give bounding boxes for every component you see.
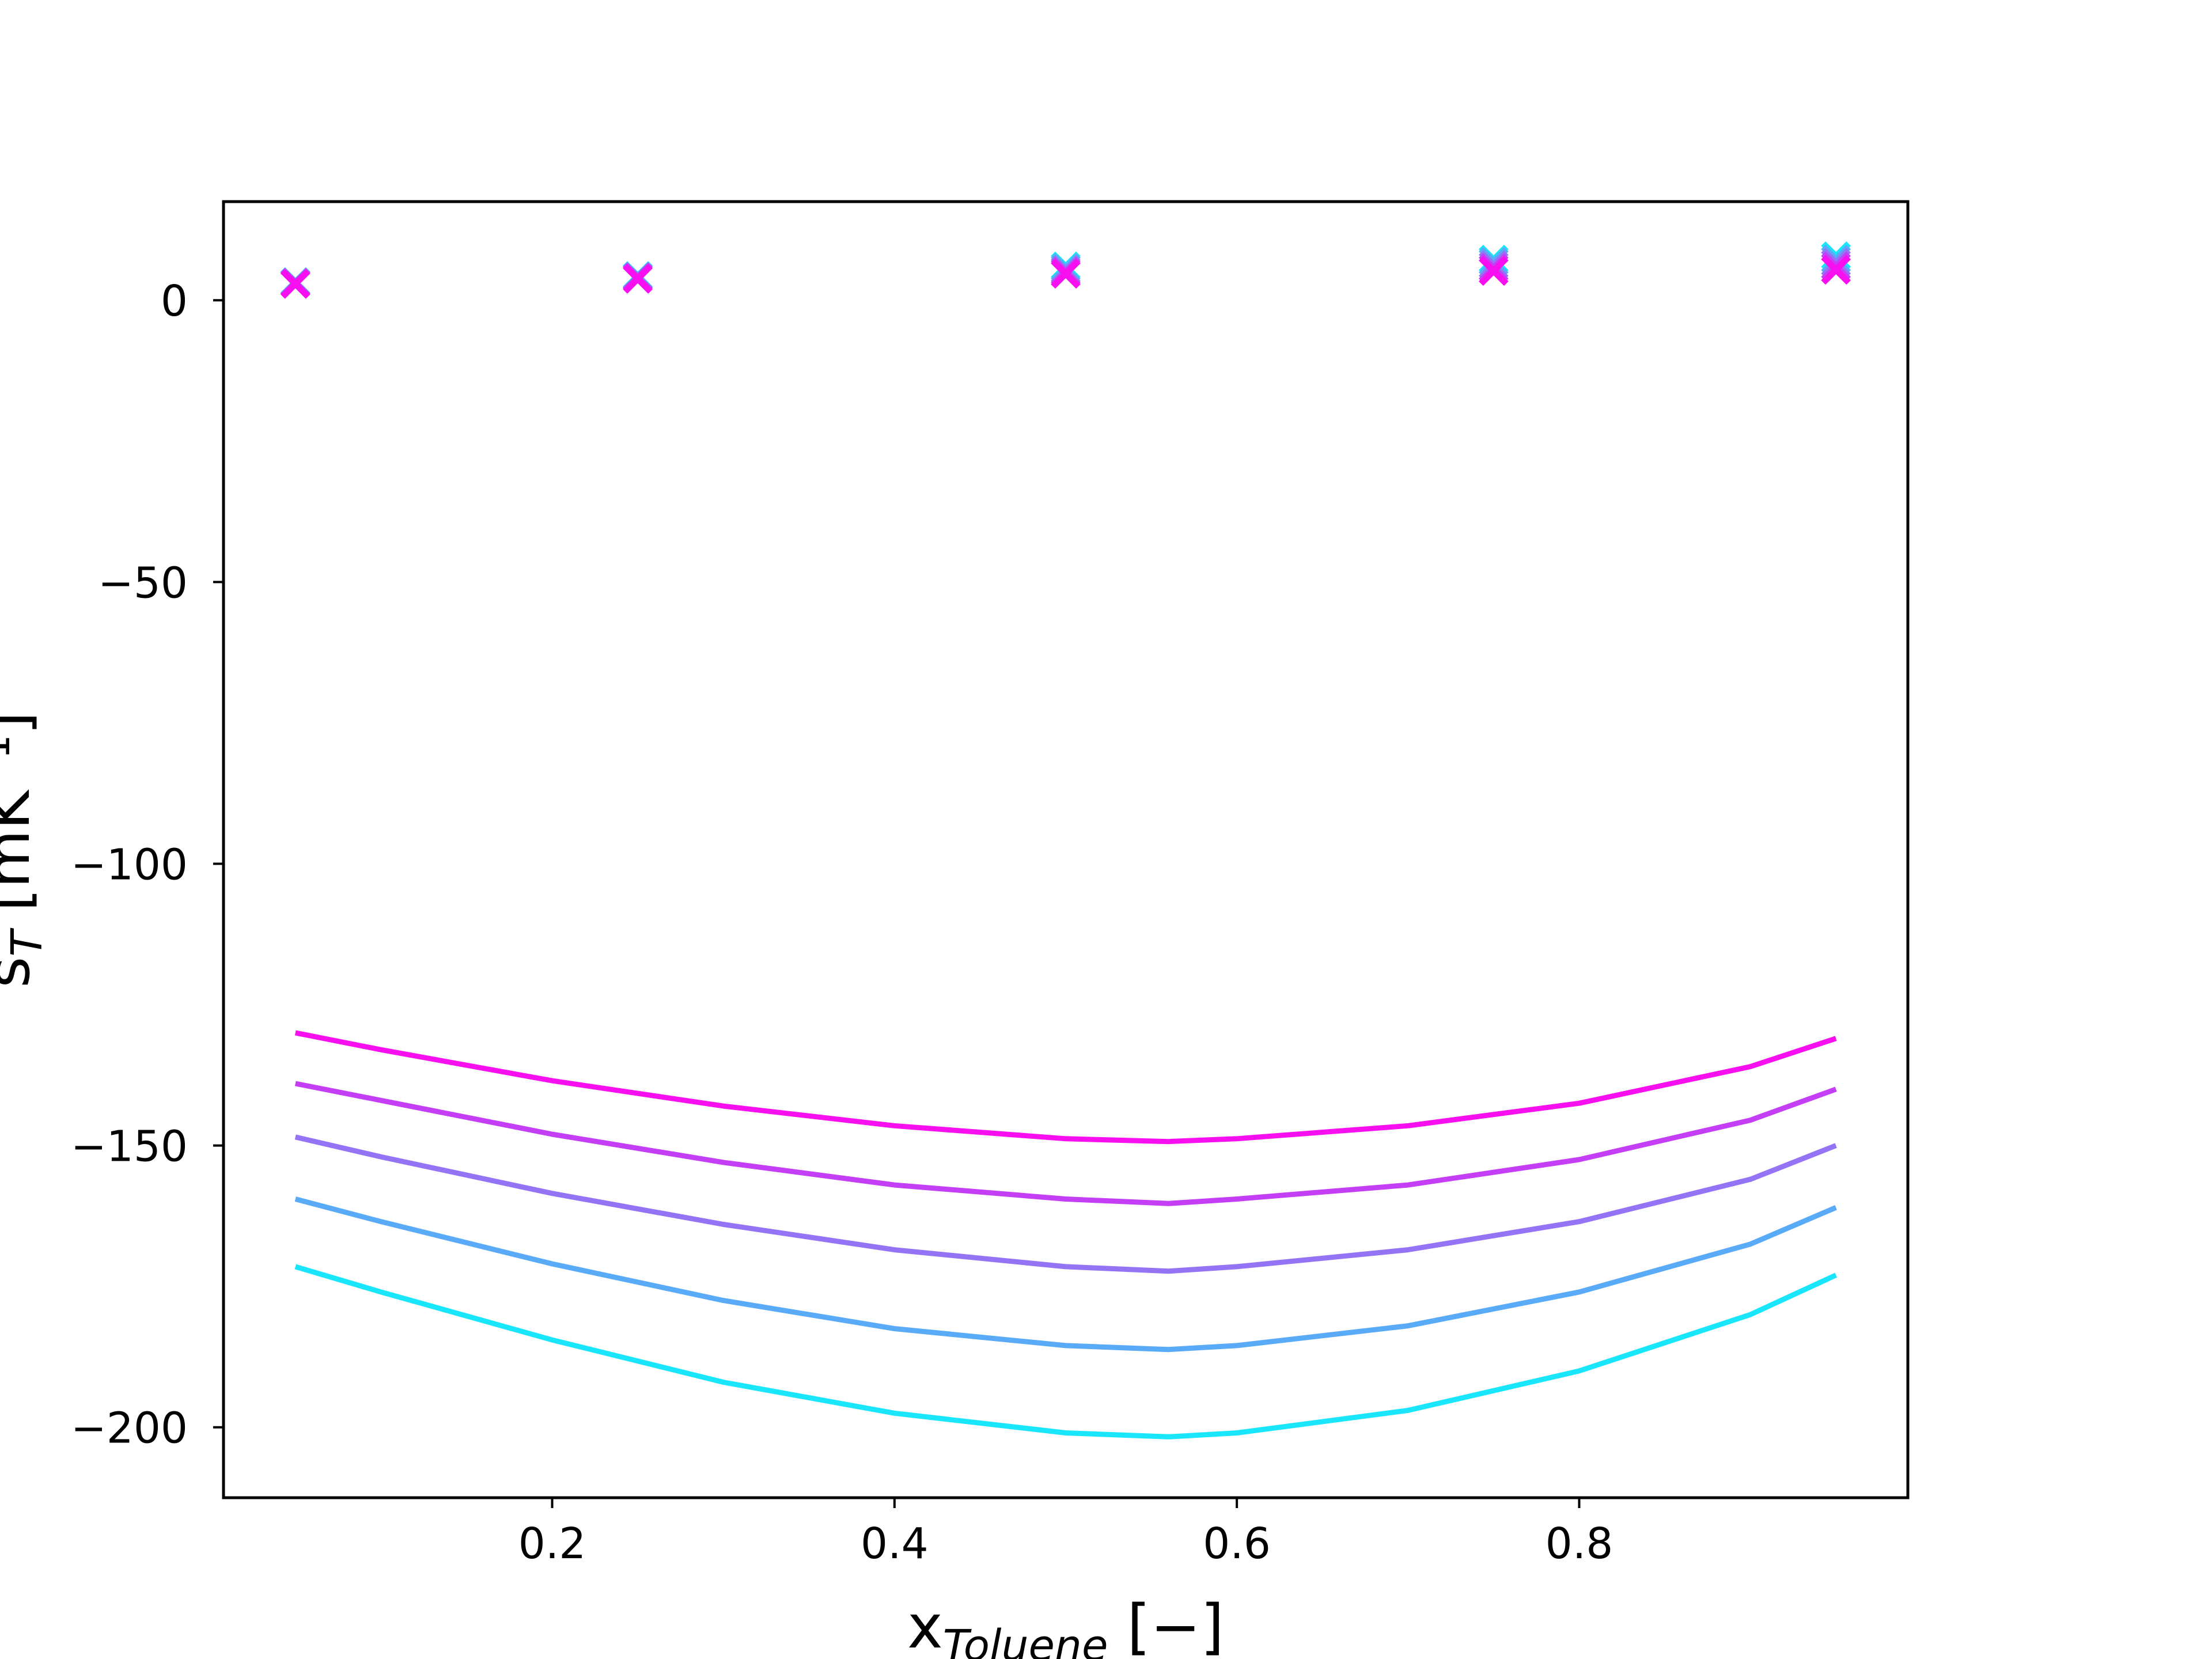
series-line-5 <box>294 1030 1837 1145</box>
x-tick-label: 0.8 <box>1546 1519 1613 1569</box>
x-axis-label-main: x <box>907 1592 943 1659</box>
y-tick-label: −50 <box>98 558 188 608</box>
y-tick-label: −200 <box>71 1404 188 1453</box>
y-axis-label: sT [mK⁻¹] <box>0 711 52 988</box>
x-axis-label: xToluene [−] <box>907 1592 1224 1659</box>
x-tick-label: 0.6 <box>1203 1519 1271 1569</box>
x-tick-label: 0.2 <box>518 1519 586 1569</box>
x-tick-label: 0.4 <box>861 1519 929 1569</box>
scatter-point <box>1051 259 1081 289</box>
scatter-point <box>1479 256 1509 286</box>
y-axis-label-main: s <box>0 957 43 988</box>
plot-frame <box>222 200 1910 1499</box>
y-tick-label: 0 <box>161 276 188 326</box>
scatter-point <box>1821 255 1851 285</box>
series-line-1 <box>294 1264 1838 1440</box>
x-axis-ticks: 0.2 0.4 0.6 0.8 <box>518 1498 1613 1569</box>
scatter-point <box>280 268 310 299</box>
x-axis-label-unit: [−] <box>1108 1592 1224 1659</box>
series-line-3 <box>294 1134 1837 1274</box>
series-line-4 <box>294 1081 1837 1206</box>
y-tick-label: −150 <box>71 1122 188 1172</box>
y-axis-label-unit: [mK⁻¹] <box>0 711 43 930</box>
y-axis-ticks: 0 −50 −100 −150 −200 <box>71 276 224 1453</box>
plot-marks <box>280 241 1851 1440</box>
y-tick-label: −100 <box>71 840 188 889</box>
scatter-series-5 <box>280 255 1851 299</box>
series-line-2 <box>294 1196 1837 1353</box>
y-axis-label-subscript: T <box>2 927 52 957</box>
scatter-point <box>623 264 653 294</box>
x-axis-label-subscript: Toluene <box>943 1621 1108 1659</box>
